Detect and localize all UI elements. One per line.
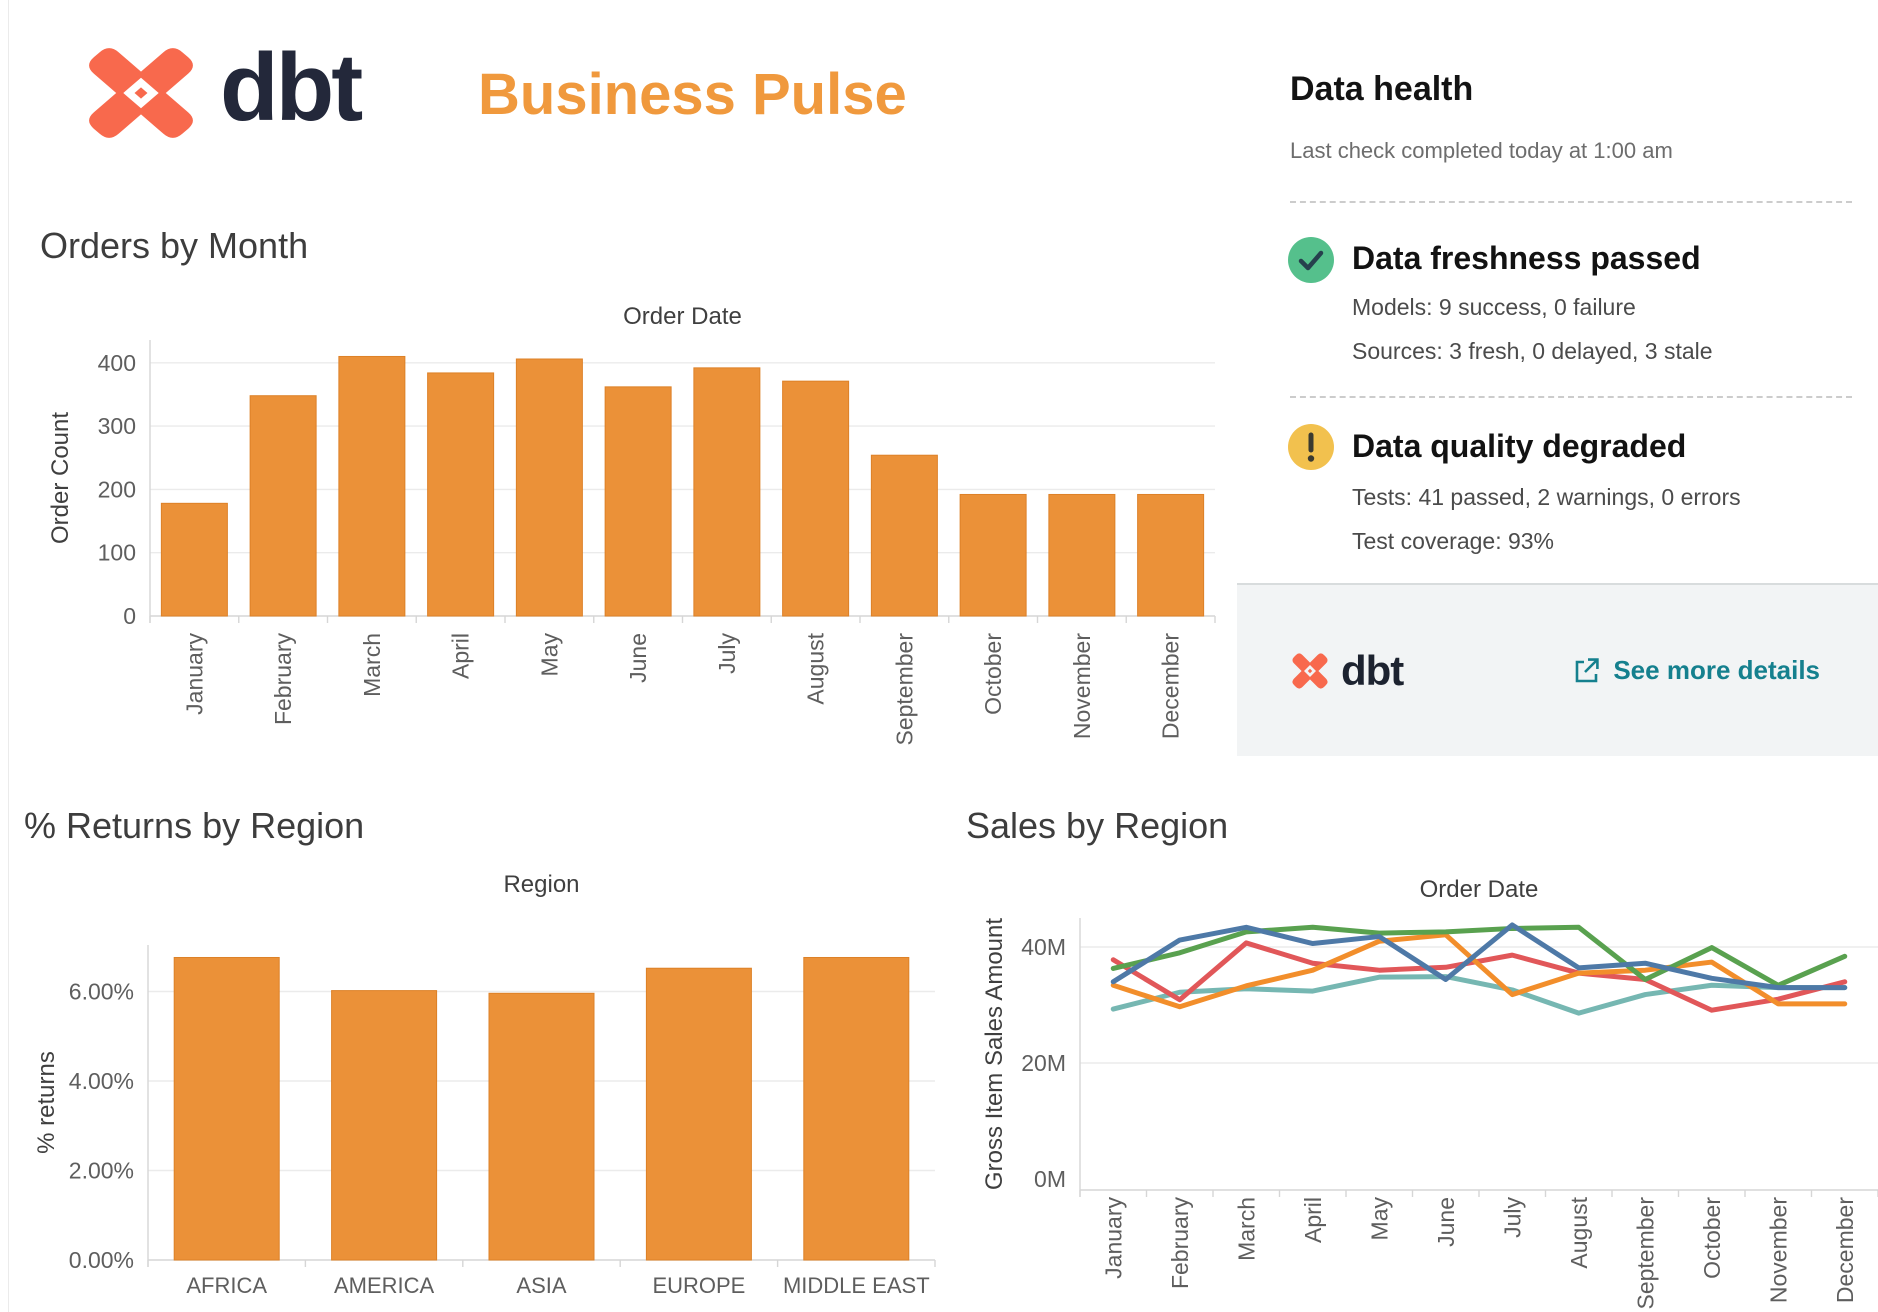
quality-coverage-detail: Test coverage: 93% (1352, 528, 1555, 554)
bar-AFRICA[interactable] (173, 956, 280, 1261)
chart-text: May (1366, 1197, 1392, 1241)
bar-June[interactable] (604, 386, 672, 617)
chart-text: August (1566, 1196, 1592, 1268)
data-health-subtitle: Last check completed today at 1:00 am (1290, 138, 1673, 163)
line-series-red[interactable] (1110, 940, 1848, 1013)
divider (1290, 396, 1852, 398)
divider (1290, 201, 1852, 203)
bar-January[interactable] (160, 502, 228, 617)
bar-September[interactable] (870, 454, 938, 617)
bar-AMERICA[interactable] (331, 990, 438, 1261)
sales-chart-title: Sales by Region (966, 805, 1229, 846)
chart-text: October (1699, 1197, 1725, 1279)
quality-tests-detail: Tests: 41 passed, 2 warnings, 0 errors (1352, 484, 1741, 510)
data-health-footer: dbt See more details (1237, 583, 1878, 756)
chart-text: 40M (1021, 934, 1066, 960)
chart-text: 6.00% (69, 979, 134, 1005)
warning-circle-icon (1288, 424, 1334, 470)
chart-text: 400 (98, 350, 136, 376)
bar-December[interactable] (1137, 493, 1205, 617)
freshness-sources-detail: Sources: 3 fresh, 0 delayed, 3 stale (1352, 338, 1713, 364)
chart-text: ASIA (516, 1273, 566, 1298)
chart-text: July (1499, 1197, 1525, 1238)
see-more-details-label: See more details (1613, 655, 1820, 685)
line-series-orange[interactable] (1110, 932, 1848, 1010)
chart-text: 200 (98, 476, 136, 502)
external-link-icon (1576, 657, 1600, 682)
freshness-models-detail: Models: 9 success, 0 failure (1352, 294, 1636, 320)
check-circle-icon (1288, 237, 1334, 283)
chart-text: October (980, 633, 1006, 715)
bar-February[interactable] (249, 395, 317, 617)
dbt-logo-icon-small (1292, 652, 1328, 689)
chart-text: March (359, 633, 385, 697)
chart-text: 0.00% (69, 1247, 134, 1273)
chart-text: September (1632, 1197, 1658, 1310)
see-more-details-link[interactable]: See more details (1572, 655, 1820, 686)
orders-chart-title: Orders by Month (40, 225, 309, 266)
returns-by-region-chart: 0.00% 2.00% 4.00% 6.00% AFRICA AMERICA ASIA EUR… (33, 871, 936, 1298)
chart-text: Gross Item Sales Amount (981, 918, 1008, 1190)
chart-text: April (1300, 1197, 1326, 1243)
chart-text: 300 (98, 413, 136, 439)
chart-text: Region (503, 871, 579, 898)
chart-text: January (181, 633, 207, 715)
chart-text: January (1100, 1197, 1126, 1279)
chart-text: 0M (1034, 1166, 1066, 1192)
window-edge (8, 0, 9, 1312)
chart-text: AFRICA (186, 1273, 267, 1298)
chart-text: 2.00% (69, 1158, 134, 1184)
chart-text: May (536, 633, 562, 677)
bar-ASIA[interactable] (488, 992, 595, 1261)
chart-text: February (1167, 1197, 1193, 1290)
bar-EUROPE[interactable] (645, 967, 752, 1261)
chart-text: 20M (1021, 1050, 1066, 1076)
chart-text: June (625, 633, 651, 683)
returns-chart-title: % Returns by Region (24, 805, 365, 846)
chart-text: December (1158, 633, 1184, 739)
chart-text: EUROPE (652, 1273, 745, 1298)
bar-August[interactable] (782, 380, 850, 617)
bar-MIDDLE EAST[interactable] (803, 956, 910, 1261)
bar-May[interactable] (515, 358, 583, 617)
chart-text: September (891, 633, 917, 746)
dbt-logo-icon (89, 48, 193, 138)
chart-text: 0 (123, 603, 136, 629)
chart-text: 4.00% (69, 1068, 134, 1094)
chart-text: 100 (98, 540, 136, 566)
bar-November[interactable] (1048, 493, 1116, 617)
data-health-title: Data health (1290, 70, 1474, 108)
chart-text: Order Count (47, 412, 74, 544)
chart-text: August (803, 632, 829, 704)
chart-text: March (1233, 1197, 1259, 1261)
orders-by-month-chart: 0 100 200 300 400 January February March April Ma… (47, 303, 1216, 746)
footer-brand: dbt (1289, 646, 1404, 695)
line-series-blue[interactable] (1110, 922, 1848, 991)
bar-March[interactable] (338, 355, 406, 617)
chart-text: April (448, 633, 474, 679)
page-title: Business Pulse (478, 62, 907, 127)
chart-text: Order Date (623, 303, 742, 330)
chart-text: July (714, 633, 740, 674)
chart-text: June (1433, 1197, 1459, 1247)
quality-status-title: Data quality degraded (1352, 428, 1687, 464)
chart-text: % returns (33, 1051, 60, 1154)
brand-wordmark: dbt (220, 34, 363, 141)
chart-text: Order Date (1420, 876, 1539, 903)
chart-text: November (1765, 1197, 1791, 1303)
freshness-status-title: Data freshness passed (1352, 240, 1701, 276)
bar-April[interactable] (427, 372, 495, 617)
chart-text: AMERICA (334, 1273, 435, 1298)
sales-by-region-chart: 0M 20M 40M January February March April May June… (981, 876, 1878, 1310)
bar-October[interactable] (959, 493, 1027, 617)
chart-text: November (1069, 633, 1095, 739)
footer-brand-wordmark: dbt (1341, 646, 1404, 694)
line-series-green[interactable] (1110, 924, 1848, 988)
bar-July[interactable] (693, 367, 761, 617)
chart-text: MIDDLE EAST (783, 1273, 930, 1298)
chart-text: February (270, 633, 296, 726)
chart-text: December (1832, 1197, 1858, 1303)
